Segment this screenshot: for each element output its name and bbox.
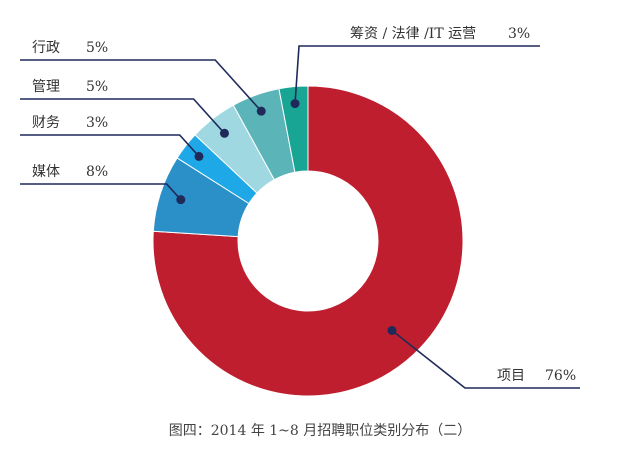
value-label-1: 8% [86, 164, 108, 180]
leader-dot-4 [256, 106, 266, 116]
category-label-5: 筹资 / 法律 /IT 运营 [350, 25, 476, 42]
leader-line-2 [20, 134, 200, 157]
leader-line-5 [294, 45, 540, 104]
value-label-2: 3% [86, 115, 108, 131]
leader-dot-0 [387, 325, 397, 335]
slice-5 [278, 85, 309, 173]
chart-caption: 图四：2014 年 1~8 月招聘职位类别分布（二） [169, 423, 472, 439]
value-label-3: 5% [86, 79, 108, 95]
leader-line-3 [20, 98, 226, 134]
slice-0 [152, 85, 464, 397]
value-label-5: 3% [508, 26, 530, 42]
value-label-4: 5% [86, 40, 108, 56]
leader-line-1 [20, 183, 182, 201]
category-label-1: 媒体 [32, 164, 60, 180]
leader-dot-1 [176, 195, 186, 205]
value-label-0: 76% [545, 368, 576, 384]
leader-lines-group [20, 45, 580, 389]
category-label-2: 财务 [32, 115, 60, 131]
category-label-4: 行政 [32, 40, 60, 56]
leader-line-4 [20, 59, 262, 112]
leader-line-0 [391, 329, 580, 389]
labels-group: 项目 76% 媒体 8% 财务 3% 管理 5% 行政 5% 筹资 / 法律 /IT 运营 3% [32, 25, 576, 384]
category-label-3: 管理 [32, 79, 60, 95]
leader-dot-2 [194, 151, 204, 161]
leader-dot-5 [290, 99, 300, 109]
category-label-0: 项目 [497, 368, 525, 384]
slices-group [152, 85, 464, 397]
leader-dot-3 [219, 128, 229, 138]
